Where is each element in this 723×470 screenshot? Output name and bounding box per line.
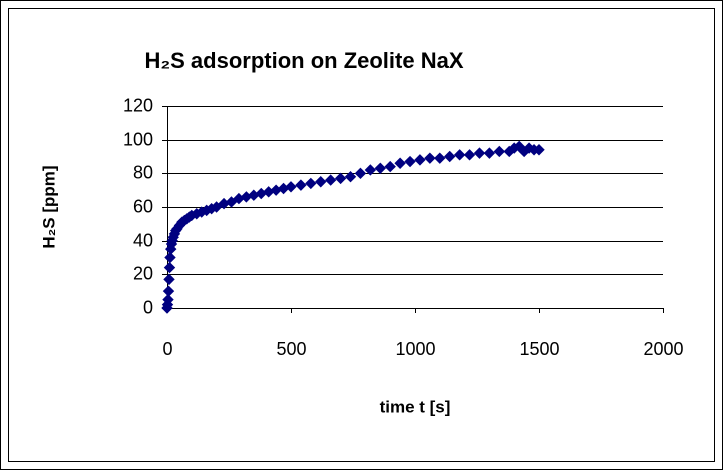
data-point [315, 176, 327, 188]
data-point [483, 147, 496, 159]
data-point [473, 147, 486, 159]
x-tick-label: 1500 [519, 339, 559, 359]
y-tick-label: 120 [123, 95, 153, 115]
x-tick-label: 0 [162, 339, 172, 359]
data-point [364, 164, 377, 176]
y-tick-label: 40 [133, 230, 153, 250]
data-point [305, 177, 317, 190]
chart-area [8, 8, 715, 462]
data-point [163, 261, 176, 274]
data-point [165, 243, 177, 255]
x-tick-label: 2000 [643, 339, 683, 359]
data-point [394, 157, 406, 169]
data-point [162, 285, 175, 297]
x-tick-label: 500 [276, 339, 306, 359]
data-point [533, 144, 545, 156]
data-point [414, 154, 426, 166]
y-tick-label: 80 [133, 162, 153, 182]
data-point [285, 181, 297, 193]
data-point [384, 160, 396, 173]
data-point [210, 201, 223, 213]
chart-title: H₂S adsorption on Zeolite NaX [144, 48, 463, 73]
data-point [453, 149, 466, 161]
data-point [424, 152, 436, 164]
data-point [354, 167, 367, 180]
x-axis-label: time t [s] [380, 397, 451, 416]
y-tick-label: 100 [123, 129, 153, 149]
data-point [225, 196, 238, 208]
x-tick-label: 1000 [395, 339, 435, 359]
data-point [493, 145, 506, 158]
y-tick-label: 0 [143, 297, 153, 317]
data-point [434, 152, 446, 164]
data-point [164, 251, 176, 264]
data-point [334, 172, 347, 185]
data-point [162, 293, 174, 306]
data-point [324, 174, 337, 186]
data-point [463, 149, 476, 161]
data-point [295, 179, 307, 191]
data-point [444, 150, 456, 163]
data-point [374, 162, 386, 174]
y-axis-label: H₂S [ppm] [39, 165, 58, 248]
data-point [404, 155, 416, 168]
data-point [344, 170, 357, 183]
data-point [163, 273, 175, 286]
y-tick-label: 60 [133, 196, 153, 216]
y-tick-label: 20 [133, 263, 153, 283]
